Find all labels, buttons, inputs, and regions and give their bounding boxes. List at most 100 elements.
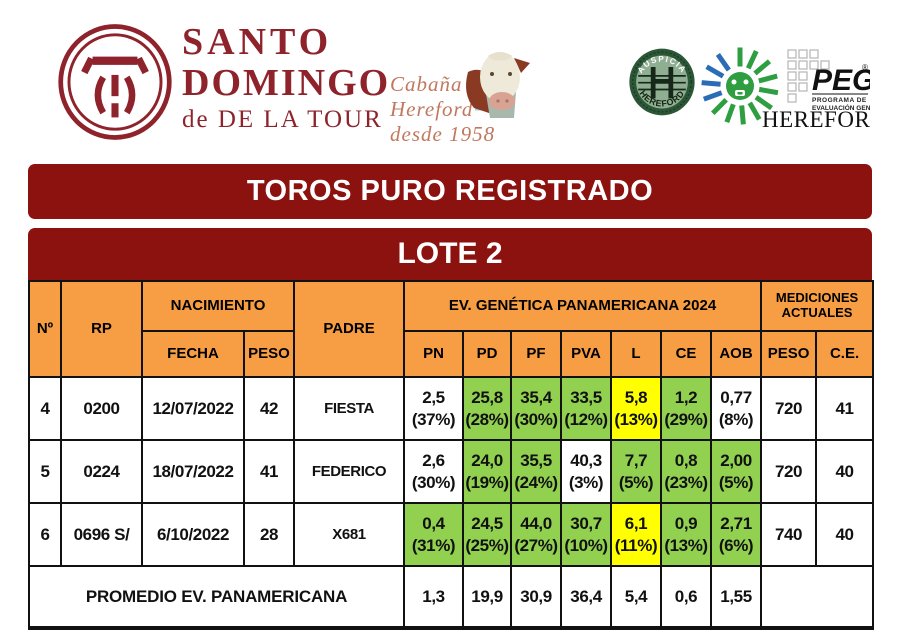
avg-aob: 1,55 [710,565,763,629]
bull-row-6: 6 0696 S/ 6/10/2022 28 X681 0,4 (31%) 24… [28,502,875,567]
epd-accuracy: (6%) [718,535,754,555]
col-header-peso-actual: PESO [760,330,818,378]
epd-cell-aob: 0,77 (8%) [710,376,763,441]
col-header-aob: AOB [710,330,763,378]
col-header-ev-genetica: EV. GENÉTICA PANAMERICANA 2024 [403,280,763,332]
cell-peso-nac: 28 [242,502,296,567]
epd-cell-l: 6,1 (11%) [610,502,663,567]
cell-ce-actual: 40 [815,502,875,567]
epd-accuracy: (13%) [664,535,708,555]
lot-banner: LOTE 2 [28,228,872,280]
epd-accuracy: (10%) [564,535,608,555]
epd-accuracy: (3%) [568,472,604,492]
letterhead: SANTO DOMINGO de DE LA TOUR Cabaña Heref… [0,0,900,164]
epd-cell-aob: 2,71 (6%) [710,502,763,567]
epd-value: 35,4 [520,388,552,408]
cell-rp: 0696 S/ [60,502,143,567]
epd-value: 0,77 [720,388,752,408]
average-row: PROMEDIO EV. PANAMERICANA 1,3 19,9 30,9 … [27,565,875,629]
ranch-name: SANTO DOMINGO de DE LA TOUR [182,22,390,136]
cell-peso-actual: 740 [760,502,818,567]
auspicia-hereford-logo: AUSPICIA HEREFORD [629,48,695,116]
epd-cell-ce: 1,2 (29%) [660,376,713,441]
col-header-pf: PF [510,330,563,378]
epd-cell-pn: 2,6 (30%) [403,439,465,504]
epd-value: 2,6 [422,451,445,471]
bull-row-5: 5 0224 18/07/2022 41 FEDERICO 2,6 (30%) 2… [28,439,875,504]
epd-cell-pd: 25,8 (28%) [462,376,513,441]
col-header-num: Nº [28,280,62,378]
avg-pd: 19,9 [462,565,513,629]
cell-rp: 0224 [60,439,143,504]
epd-accuracy: (27%) [514,535,558,555]
cell-ce-actual: 40 [815,439,875,504]
col-header-l: L [610,330,663,378]
epd-accuracy: (12%) [564,409,608,429]
tagline-line2: Hereford [390,97,474,121]
epd-value: 24,5 [471,514,503,534]
epd-accuracy: (28%) [465,409,509,429]
epd-value: 2,71 [720,514,752,534]
tagline-line3: desde 1958 [390,122,496,146]
cell-fecha: 6/10/2022 [141,502,245,567]
epd-value: 24,0 [471,451,503,471]
avg-pn: 1,3 [403,565,465,629]
epd-value: 6,1 [624,514,648,534]
col-header-ce-actual: C.E. [815,330,875,378]
peg-hereford-logo: PEG ® PROGRAMA DE EVALUACIÓN GENÉTICA HE… [701,47,870,130]
epd-value: 30,7 [570,514,602,534]
col-header-pd: PD [462,330,513,378]
peg-hereford-label: HEREFORD [762,107,870,130]
col-header-pva: PVA [560,330,613,378]
epd-cell-aob: 2,00 (5%) [710,439,763,504]
epd-cell-pf: 35,4 (30%) [510,376,563,441]
avg-pf: 30,9 [510,565,563,629]
cell-padre: X681 [293,502,406,567]
epd-value: 7,7 [624,451,648,471]
epd-value: 5,8 [624,388,648,408]
ranch-name-line1: SANTO [182,21,333,63]
col-header-mediciones: MEDICIONES ACTUALES [760,280,875,332]
peg-subtitle-1: PROGRAMA DE [812,97,867,104]
ranch-name-line2: DOMINGO [182,62,391,104]
epd-value: 2,00 [720,451,752,471]
lot-banner-text: LOTE 2 [397,237,503,270]
title-banner-text: TOROS PURO REGISTRADO [246,175,654,207]
epd-value: 35,5 [520,451,552,471]
epd-accuracy: (13%) [614,409,658,429]
peg-subtitle-2: EVALUACIÓN GENÉTICA [812,103,870,112]
ranch-brand-icon [58,24,172,140]
peg-wordmark: PEG [812,64,870,97]
bull-row-4: 4 0200 12/07/2022 42 FIESTA 2,5 (37%) 25,… [28,376,875,441]
epd-value: 0,8 [674,451,698,471]
epd-accuracy: (29%) [664,409,708,429]
peg-registered-mark: ® [862,63,868,72]
epd-cell-pf: 35,5 (24%) [510,439,563,504]
epd-value: 44,0 [520,514,552,534]
cell-rp: 0200 [60,376,143,441]
epd-cell-pva: 40,3 (3%) [560,439,613,504]
cell-fecha: 18/07/2022 [141,439,245,504]
epd-accuracy: (8%) [718,409,754,429]
avg-empty-cell [760,565,875,629]
epd-accuracy: (37%) [411,409,456,429]
cell-ce-actual: 41 [815,376,875,441]
epd-value: 25,8 [471,388,503,408]
title-banner: TOROS PURO REGISTRADO [28,164,872,219]
epd-value: 1,2 [674,388,698,408]
cell-padre: FIESTA [293,376,406,441]
epd-accuracy: (5%) [618,472,654,492]
cell-peso-nac: 42 [242,376,296,441]
epd-value: 0,4 (31%) [411,514,456,555]
hereford-bull-icon [466,52,530,118]
epd-cell-ce: 0,8 (23%) [660,439,713,504]
tagline-line1: Cabaña [390,72,463,96]
avg-pva: 36,4 [560,565,613,629]
epd-accuracy: (30%) [514,409,558,429]
epd-accuracy: (23%) [664,472,708,492]
epd-cell-ce: 0,9 (13%) [660,502,713,567]
cell-padre: FEDERICO [293,439,406,504]
bulls-table: Nº RP NACIMIENTO PADRE EV. GENÉTICA PANA… [27,280,875,630]
col-header-peso-nac: PESO [242,330,296,378]
